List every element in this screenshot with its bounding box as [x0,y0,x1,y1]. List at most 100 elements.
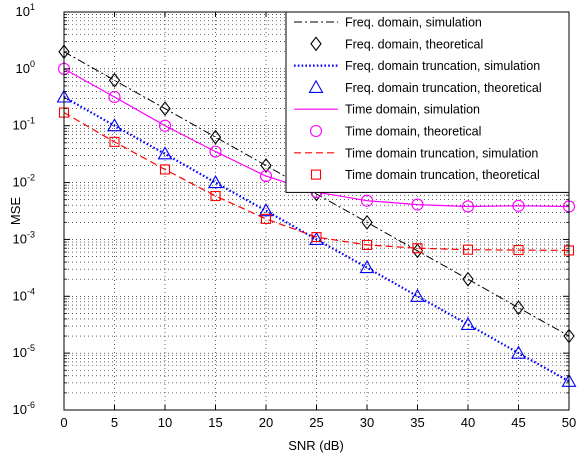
legend-label: Freq. domain truncation, simulation [345,59,540,73]
data-point [513,245,524,256]
y-tick-label: 10-5 [13,343,35,360]
y-tick-base: 10 [13,288,27,303]
legend: Freq. domain, simulation Freq. domain, th… [285,11,570,193]
data-point [258,203,274,217]
legend-entry: Freq. domain, simulation [294,16,482,30]
legend-entry: Freq. domain, theoretical [310,36,483,52]
y-tick-base: 10 [13,231,27,246]
y-tick-label: 100 [16,59,35,76]
data-point [260,158,272,173]
data-point [108,72,121,88]
y-tick-label: 10-6 [13,400,35,417]
data-point [361,214,373,230]
data-point [462,271,474,287]
legend-label: Time domain truncation, simulation [345,146,538,160]
data-point [159,101,171,117]
legend-entry: Time domain, theoretical [309,124,481,139]
legend-marker-sample [310,36,322,52]
series-freq-domain-simulation [63,51,570,337]
series-time-domain-theoretical [57,62,576,213]
data-point [109,136,120,147]
data-point [208,174,223,189]
data-point [512,199,525,212]
legend-entry: Freq. domain truncation, simulation [294,59,540,73]
y-tick-label: 10-4 [13,286,35,303]
x-tick-label: 35 [410,415,424,430]
y-tick-exponent: -6 [27,400,35,410]
data-point [309,231,324,245]
x-tick-label: 45 [511,415,525,430]
data-point [360,194,374,207]
y-tick-base: 10 [13,118,27,133]
x-tick-label: 0 [60,415,67,430]
legend-marker-sample [309,124,323,138]
data-point [512,300,525,316]
series-line [63,51,570,337]
x-tick-label: 10 [158,415,172,430]
y-tick-base: 10 [16,4,30,19]
y-tick-exponent: -3 [27,229,35,239]
y-tick-label: 10-2 [13,173,35,190]
y-tick-label: 10-3 [13,229,35,246]
y-tick-exponent: -5 [27,343,35,353]
series-time-domain-truncation-simulation [63,112,570,251]
series-line [63,112,570,251]
y-tick-exponent: 0 [30,59,35,69]
data-point [311,232,322,243]
data-point [209,145,222,158]
y-tick-base: 10 [13,175,27,190]
data-point [359,259,375,274]
y-tick-label: 10-1 [13,116,35,133]
data-point [210,190,221,202]
legend-label: Freq. domain, simulation [345,16,482,30]
data-point [158,119,172,132]
y-tick-label: 101 [16,2,35,19]
y-tick-exponent: 1 [30,2,35,12]
y-tick-base: 10 [13,402,27,417]
x-tick-label: 40 [461,415,475,430]
y-tick-exponent: -1 [27,116,35,126]
data-point [157,146,173,160]
legend-box [285,11,570,193]
x-tick-label: 50 [562,415,576,430]
legend-marker-sample [308,79,324,93]
x-tick-label: 25 [309,415,323,430]
data-point [511,345,526,359]
x-tick-label: 30 [360,415,374,430]
legend-entry: Time domain truncation, simulation [294,146,538,160]
data-point [259,170,273,183]
data-point [460,316,476,330]
y-tick-base: 10 [13,345,27,360]
data-point [462,244,474,255]
data-point [410,288,425,302]
data-point [107,118,122,132]
y-tick-base: 10 [16,61,30,76]
series-line [63,96,570,383]
legend-label: Time domain, theoretical [345,125,481,139]
legend-entry: Time domain, simulation [294,103,480,117]
data-point [461,200,475,213]
legend-entry: Time domain truncation, theoretical [310,168,540,182]
data-point [260,213,272,224]
data-point [412,243,423,254]
x-tick-label: 5 [111,415,118,430]
series-freq-domain-truncation-simulation [63,96,570,383]
legend-label: Time domain, simulation [345,103,480,117]
legend-marker-sample [310,169,322,180]
y-tick-exponent: -2 [27,173,35,183]
legend-label: Freq. domain, theoretical [345,37,483,51]
y-axis-label: MSE [8,197,23,226]
y-tick-exponent: -4 [27,286,35,296]
legend-entry: Freq. domain truncation, theoretical [308,79,542,95]
x-tick-label: 20 [259,415,273,430]
x-tick-label: 15 [208,415,222,430]
data-point [108,90,121,104]
data-point [159,164,171,175]
legend-label: Freq. domain truncation, theoretical [345,81,542,95]
legend-label: Time domain truncation, theoretical [345,168,540,182]
x-axis-label: SNR (dB) [288,438,344,453]
data-point [411,198,424,211]
data-point [209,129,222,145]
data-point [361,239,373,250]
